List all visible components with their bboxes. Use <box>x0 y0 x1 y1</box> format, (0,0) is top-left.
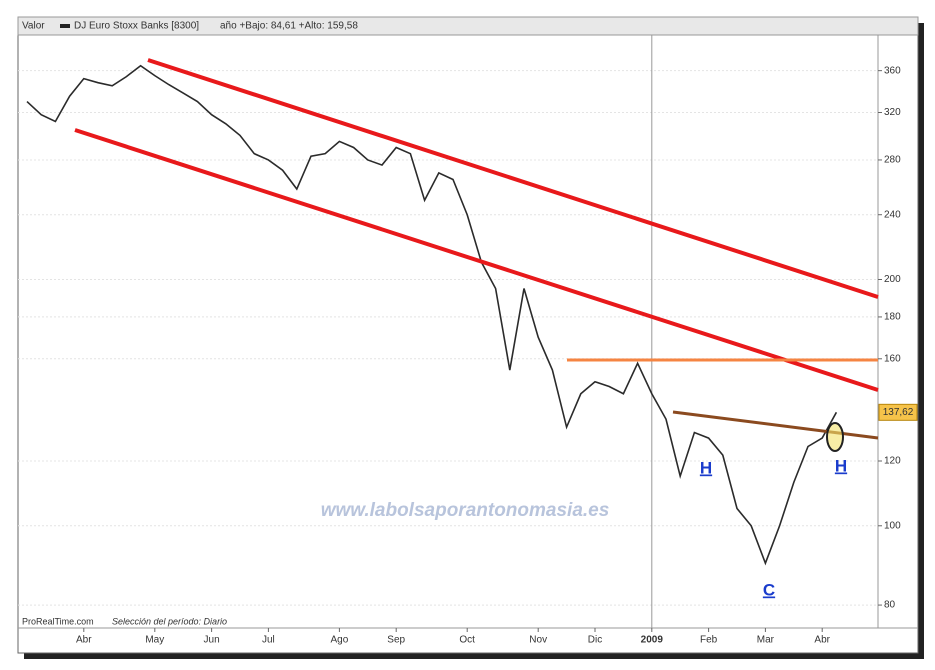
x-tick-label: Jun <box>204 635 220 646</box>
last-price-box <box>878 403 918 421</box>
header-bar <box>17 16 919 36</box>
header-field: Valor <box>22 21 45 32</box>
x-tick-label: 2009 <box>641 635 664 646</box>
header-range: año +Bajo: 84,61 +Alto: 159,58 <box>220 21 358 32</box>
x-tick-label: Sep <box>387 635 405 646</box>
x-tick-label: May <box>145 635 164 646</box>
x-tick-label: Feb <box>700 635 718 646</box>
footer-period: Selección del período: Diario <box>112 616 227 626</box>
annotation: H <box>835 456 847 475</box>
breakout-marker <box>826 422 844 452</box>
y-tick-label: 160 <box>884 353 901 364</box>
x-tick-label: Nov <box>529 635 547 646</box>
y-tick-label: 240 <box>884 209 901 220</box>
y-tick-label: 80 <box>884 600 896 611</box>
annotation: C <box>763 580 775 599</box>
y-tick-label: 180 <box>884 312 901 323</box>
x-tick-label: Oct <box>459 635 475 646</box>
y-tick-label: 120 <box>884 456 901 467</box>
x-tick-label: Abr <box>814 635 830 646</box>
watermark: www.labolsaporantonomasia.es <box>321 500 610 521</box>
annotation: H <box>700 458 712 477</box>
legend-swatch <box>60 24 70 28</box>
last-price-label: 137,62 <box>883 407 914 418</box>
y-tick-label: 280 <box>884 155 901 166</box>
y-tick-label: 200 <box>884 274 901 285</box>
header-instrument: DJ Euro Stoxx Banks [8300] <box>74 21 199 32</box>
x-tick-label: Mar <box>757 635 775 646</box>
x-tick-label: Abr <box>76 635 92 646</box>
frame <box>17 16 919 654</box>
y-tick-label: 320 <box>884 107 901 118</box>
trend-line-upper <box>147 58 879 299</box>
x-tick-label: Jul <box>262 635 275 646</box>
trend-line-lower <box>74 128 879 392</box>
neckline <box>672 410 879 440</box>
x-tick-label: Ago <box>331 635 349 646</box>
x-tick-label: Dic <box>588 635 602 646</box>
y-tick-label: 100 <box>884 520 901 531</box>
y-tick-label: 360 <box>884 65 901 76</box>
price-line <box>26 64 838 566</box>
footer-source: ProRealTime.com <box>22 616 94 626</box>
